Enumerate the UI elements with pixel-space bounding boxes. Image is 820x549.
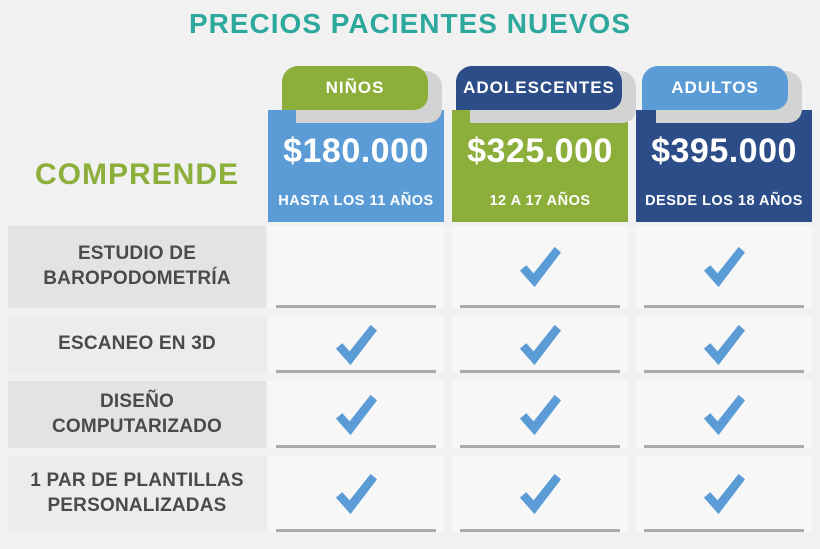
- feature-cell: [452, 456, 628, 532]
- check-icon: [333, 394, 379, 436]
- check-icon: [701, 324, 747, 366]
- plan-name-ninos: NIÑOS: [325, 78, 385, 97]
- check-icon: [517, 394, 563, 436]
- plan-price-ninos: $180.000: [283, 132, 429, 170]
- plan-card-adultos: $395.000 DESDE LOS 18 AÑOS: [636, 110, 812, 222]
- feature-cell: [452, 226, 628, 308]
- feature-label-estudio-baropodometria: ESTUDIO DE BAROPODOMETRÍA: [8, 226, 266, 308]
- feature-cell: [636, 456, 812, 532]
- check-icon: [701, 246, 747, 288]
- plan-tab-ninos: NIÑOS: [282, 66, 428, 110]
- plan-price-adolescentes: $325.000: [467, 132, 613, 170]
- feature-cell: [268, 316, 444, 373]
- plan-name-adolescentes: ADOLESCENTES: [463, 78, 615, 97]
- plan-price-adultos: $395.000: [651, 132, 797, 170]
- check-icon: [517, 246, 563, 288]
- check-icon: [517, 324, 563, 366]
- check-icon: [517, 473, 563, 515]
- page-title: PRECIOS PACIENTES NUEVOS: [188, 8, 631, 39]
- plan-tab-adultos: ADULTOS: [642, 66, 788, 110]
- plan-card-adolescentes: $325.000 12 A 17 AÑOS: [452, 110, 628, 222]
- check-icon: [701, 394, 747, 436]
- feature-cell: [268, 381, 444, 448]
- plan-age-range-adolescentes: 12 A 17 AÑOS: [489, 193, 591, 209]
- comprende-label: COMPRENDE: [34, 158, 239, 191]
- feature-label-escaneo-3d: ESCANEO EN 3D: [8, 316, 266, 373]
- check-icon: [701, 473, 747, 515]
- feature-cell: [268, 456, 444, 532]
- plan-card-ninos: $180.000 HASTA LOS 11 AÑOS: [268, 110, 444, 222]
- feature-cell: [636, 316, 812, 373]
- check-icon: [333, 473, 379, 515]
- plan-age-range-ninos: HASTA LOS 11 AÑOS: [278, 193, 434, 209]
- feature-cell: [636, 226, 812, 308]
- plan-age-range-adultos: DESDE LOS 18 AÑOS: [645, 193, 803, 209]
- plan-name-adultos: ADULTOS: [671, 78, 759, 97]
- feature-label-diseno-computarizado: DISEÑO COMPUTARIZADO: [8, 381, 266, 448]
- feature-cell: [636, 381, 812, 448]
- feature-label-plantillas-personalizadas: 1 PAR DE PLANTILLAS PERSONALIZADAS: [8, 456, 266, 532]
- check-icon: [333, 324, 379, 366]
- feature-cell: [452, 381, 628, 448]
- feature-cell: [452, 316, 628, 373]
- feature-cell: [268, 226, 444, 308]
- plan-tab-adolescentes: ADOLESCENTES: [456, 66, 622, 110]
